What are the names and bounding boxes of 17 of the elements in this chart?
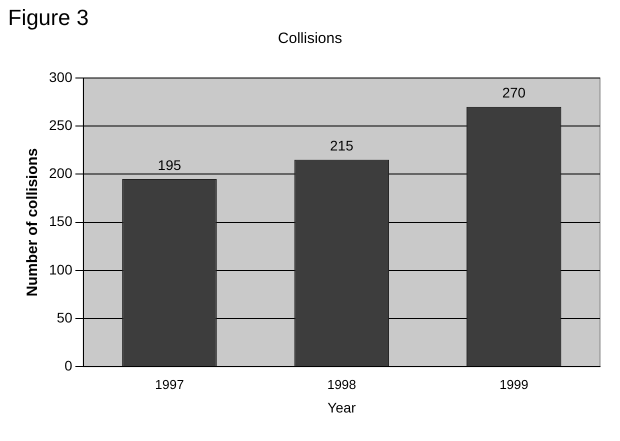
y-tick-label: 200: [49, 165, 73, 182]
x-tick-label: 1998: [327, 376, 356, 392]
y-tick-label: 100: [49, 261, 73, 278]
chart-title: Collisions: [278, 30, 342, 48]
caption: Figure 3: [8, 5, 89, 30]
y-tick-label: 250: [49, 116, 73, 133]
x-tick-label: 1999: [499, 376, 528, 392]
data-label: 215: [330, 138, 354, 154]
y-tick-label: 300: [49, 68, 73, 85]
y-tick-label: 150: [49, 213, 73, 230]
data-label: 195: [158, 156, 182, 173]
y-axis-title: Number of collisions: [24, 148, 42, 296]
x-axis-title: Year: [328, 399, 356, 416]
x-tick-label: 1997: [155, 376, 184, 392]
data-label: 270: [502, 84, 526, 101]
y-tick-label: 50: [56, 309, 73, 326]
y-tick-label: 0: [64, 357, 73, 374]
